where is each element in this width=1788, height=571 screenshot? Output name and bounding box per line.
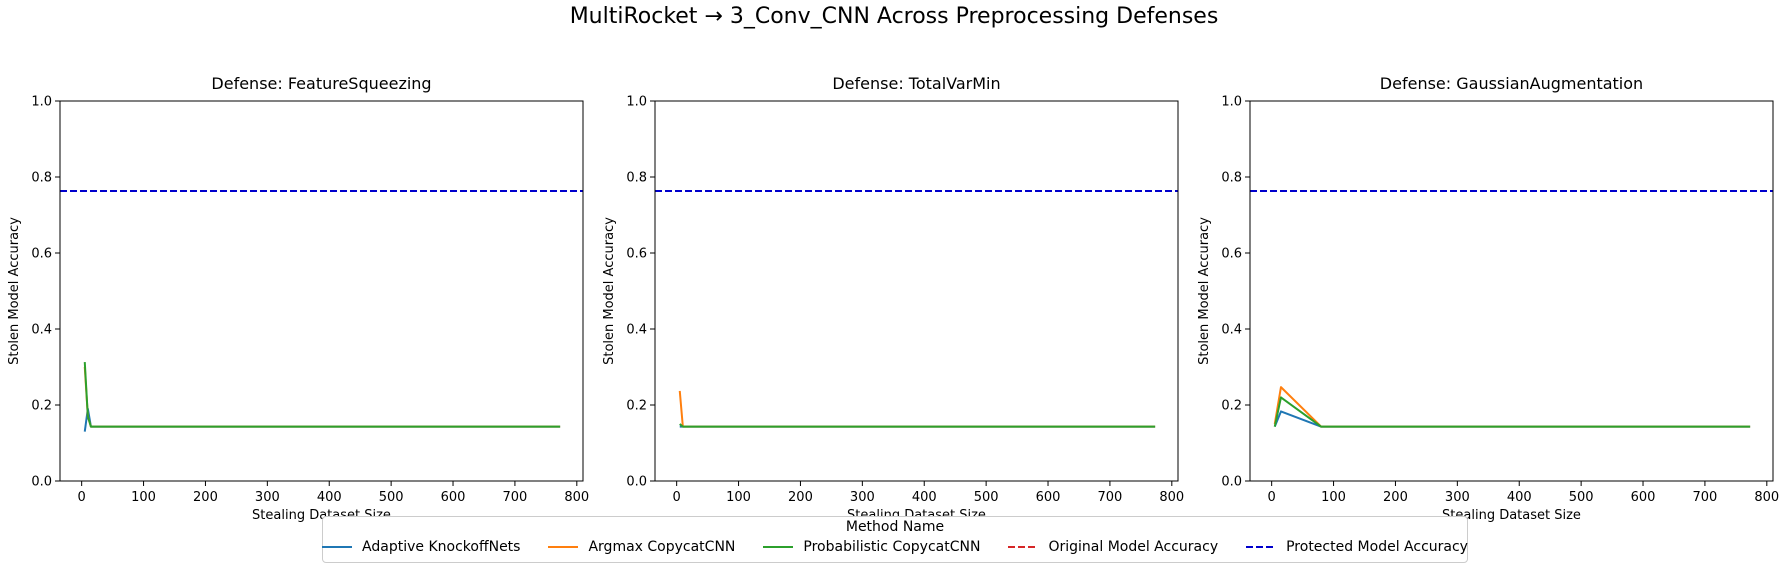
chart-panel-3: Defense: GaussianAugmentation 0 100 200 300 4… bbox=[1197, 74, 1779, 523]
series-line-argmax-copycatcnn bbox=[678, 390, 1156, 428]
y-tick-label: 0.0 bbox=[1221, 475, 1242, 490]
y-axis-label: Stolen Model Accuracy bbox=[602, 217, 617, 365]
plot-area bbox=[655, 190, 1178, 428]
legend-item-protected-model-accuracy: Protected Model Accuracy bbox=[1246, 539, 1468, 555]
x-tick-label: 200 bbox=[1383, 490, 1408, 505]
axes-frame bbox=[1249, 100, 1774, 482]
legend-swatch-argmax-copycatcnn bbox=[548, 546, 579, 548]
axes-frame bbox=[654, 100, 1179, 482]
x-tick-label: 300 bbox=[850, 490, 875, 505]
x-tick-label: 700 bbox=[503, 490, 528, 505]
y-tick-label: 0.2 bbox=[626, 399, 647, 414]
x-tick-label: 500 bbox=[1569, 490, 1594, 505]
y-tick-label: 0.4 bbox=[31, 323, 52, 338]
x-tick-label: 500 bbox=[974, 490, 999, 505]
panel-title: Defense: GaussianAugmentation bbox=[1380, 74, 1643, 93]
legend-swatch-protected-model-accuracy bbox=[1246, 546, 1277, 548]
x-tick-label: 100 bbox=[131, 490, 156, 505]
series-line-argmax-copycatcnn bbox=[83, 366, 561, 428]
y-tick-label: 0.0 bbox=[31, 475, 52, 490]
legend-item-argmax-copycatcnn: Argmax CopycatCNN bbox=[548, 539, 735, 555]
x-tick-label: 200 bbox=[193, 490, 218, 505]
y-tick-label: 0.8 bbox=[31, 171, 52, 186]
series-line-argmax-copycatcnn bbox=[1273, 386, 1751, 428]
x-tick-label: 100 bbox=[726, 490, 751, 505]
x-tick-label: 400 bbox=[1507, 490, 1532, 505]
legend-swatch-original-model-accuracy bbox=[1008, 546, 1039, 548]
y-tick-label: 0.6 bbox=[1221, 247, 1242, 262]
legend-label-original-model-accuracy: Original Model Accuracy bbox=[1048, 539, 1219, 555]
y-tick-label: 0.4 bbox=[626, 323, 647, 338]
series-line-probabilistic-copycatcnn bbox=[1273, 396, 1751, 428]
y-axis-label: Stolen Model Accuracy bbox=[1197, 217, 1212, 365]
legend-label-argmax-copycatcnn: Argmax CopycatCNN bbox=[588, 539, 736, 555]
x-tick-label: 700 bbox=[1693, 490, 1718, 505]
legend-item-adaptive-knockoffnets: Adaptive KnockoffNets bbox=[322, 539, 520, 555]
legend-item-probabilistic-copycatcnn: Probabilistic CopycatCNN bbox=[763, 539, 980, 555]
y-tick-label: 1.0 bbox=[1221, 95, 1242, 110]
panel-title: Defense: FeatureSqueezing bbox=[211, 74, 431, 93]
plot-area bbox=[1250, 190, 1773, 428]
x-tick-label: 400 bbox=[317, 490, 342, 505]
y-tick-label: 1.0 bbox=[31, 95, 52, 110]
legend-label-adaptive-knockoffnets: Adaptive KnockoffNets bbox=[362, 539, 521, 555]
y-tick-label: 0.8 bbox=[1221, 171, 1242, 186]
legend-item-original-model-accuracy: Original Model Accuracy bbox=[1008, 539, 1218, 555]
figure-title: MultiRocket → 3_Conv_CNN Across Preproce… bbox=[569, 4, 1219, 29]
series-line-probabilistic-copycatcnn bbox=[679, 423, 1156, 428]
chart-panel-1: Defense: FeatureSqueezing 0 100 200 300 400 50… bbox=[7, 74, 589, 523]
panel-title: Defense: TotalVarMin bbox=[832, 74, 1000, 93]
y-tick-label: 0.6 bbox=[31, 247, 52, 262]
plot-area bbox=[60, 190, 583, 432]
series-line-probabilistic-copycatcnn bbox=[83, 362, 561, 428]
y-tick-label: 0.0 bbox=[626, 475, 647, 490]
legend-title: Method Name bbox=[845, 519, 945, 535]
x-tick-label: 300 bbox=[1445, 490, 1470, 505]
x-tick-label: 700 bbox=[1098, 490, 1123, 505]
legend-label-protected-model-accuracy: Protected Model Accuracy bbox=[1286, 539, 1468, 555]
x-tick-label: 800 bbox=[1159, 490, 1184, 505]
y-tick-label: 0.6 bbox=[626, 247, 647, 262]
x-tick-label: 600 bbox=[1036, 490, 1061, 505]
axes-frame bbox=[59, 100, 584, 482]
legend-label-probabilistic-copycatcnn: Probabilistic CopycatCNN bbox=[803, 539, 981, 555]
x-tick-label: 0 bbox=[78, 490, 86, 505]
x-tick-label: 200 bbox=[788, 490, 813, 505]
y-tick-label: 0.4 bbox=[1221, 323, 1242, 338]
y-tick-label: 1.0 bbox=[626, 95, 647, 110]
x-tick-label: 600 bbox=[441, 490, 466, 505]
x-tick-label: 600 bbox=[1631, 490, 1656, 505]
x-axis-label: Stealing Dataset Size bbox=[1442, 508, 1581, 523]
x-tick-label: 100 bbox=[1321, 490, 1346, 505]
x-tick-label: 800 bbox=[1754, 490, 1779, 505]
legend-swatch-adaptive-knockoffnets bbox=[322, 546, 353, 548]
x-tick-label: 800 bbox=[564, 490, 589, 505]
series-line-adaptive-knockoffnets bbox=[1273, 410, 1751, 428]
y-axis-label: Stolen Model Accuracy bbox=[7, 217, 22, 365]
chart-panel-2: Defense: TotalVarMin 0 100 200 300 400 500 600 7… bbox=[602, 74, 1184, 523]
x-tick-label: 300 bbox=[255, 490, 280, 505]
x-tick-label: 500 bbox=[379, 490, 404, 505]
legend: Method Name Adaptive KnockoffNets Argmax… bbox=[322, 516, 1468, 563]
x-tick-label: 400 bbox=[912, 490, 937, 505]
series-line-adaptive-knockoffnets bbox=[83, 407, 561, 432]
y-tick-label: 0.2 bbox=[31, 399, 52, 414]
legend-items: Adaptive KnockoffNets Argmax CopycatCNN … bbox=[322, 539, 1468, 555]
y-tick-label: 0.8 bbox=[626, 171, 647, 186]
x-tick-label: 0 bbox=[1268, 490, 1276, 505]
legend-swatch-probabilistic-copycatcnn bbox=[763, 546, 794, 548]
y-tick-label: 0.2 bbox=[1221, 399, 1242, 414]
x-tick-label: 0 bbox=[673, 490, 681, 505]
